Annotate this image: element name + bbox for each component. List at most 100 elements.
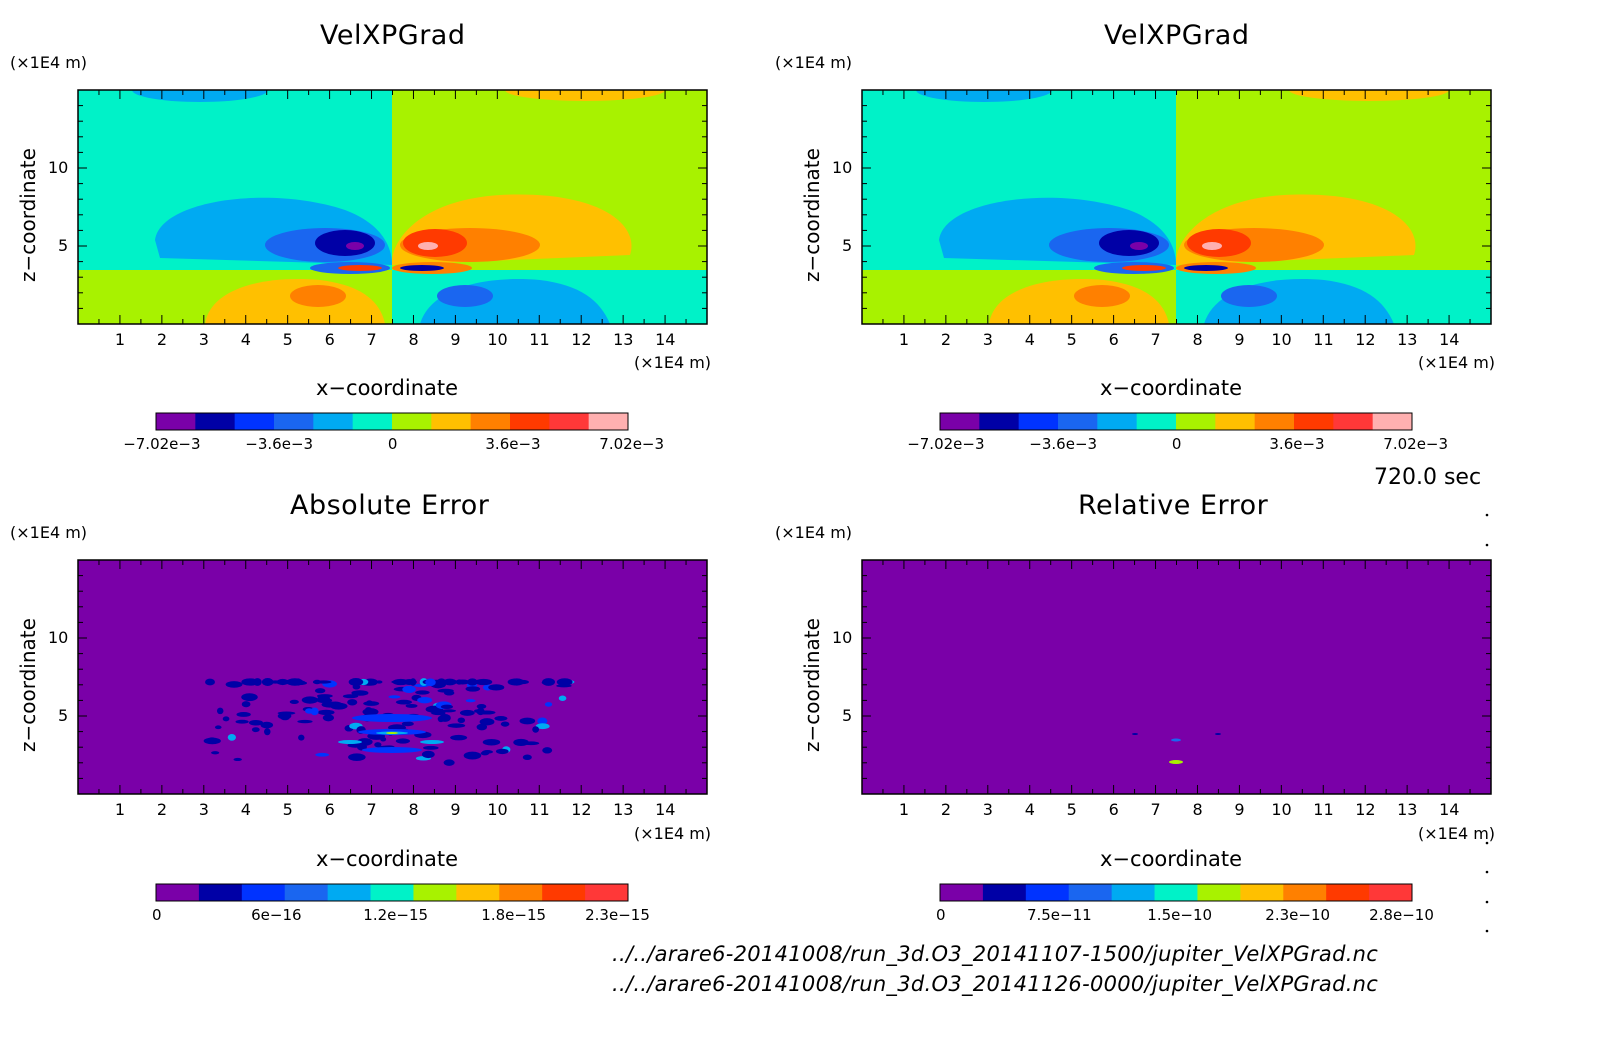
colorbar-label: 0 — [936, 906, 946, 924]
colorbar-label: 7.02e−3 — [1383, 435, 1449, 453]
x-tick-label: 5 — [1066, 800, 1077, 819]
z-tick-label: 10 — [48, 158, 69, 177]
z-axis-label-abs-error: z−coordinate — [16, 618, 40, 752]
error-blob — [480, 751, 490, 756]
colorbar-label: 1.2e−15 — [363, 906, 429, 924]
error-blob — [366, 700, 373, 705]
colorbar-frame — [155, 412, 629, 431]
x-tick-label: 9 — [450, 330, 461, 349]
x-tick-label: 5 — [282, 330, 293, 349]
error-blob — [447, 723, 466, 728]
error-blob — [395, 738, 411, 744]
error-blob — [544, 702, 553, 707]
x-axis-label-rel-error: x−coordinate — [1100, 847, 1243, 871]
z-tick-label: 5 — [58, 706, 69, 725]
error-blob — [297, 719, 313, 724]
error-blob — [316, 697, 333, 703]
x-axis-label-abs-error: x−coordinate — [316, 847, 459, 871]
z-unit-abs-error: (×1E4 m) — [10, 523, 88, 542]
error-blob — [214, 725, 222, 730]
colorbar-label: 0 — [387, 435, 398, 453]
x-tick-label: 5 — [282, 800, 293, 819]
z-tick-label: 5 — [58, 236, 69, 255]
x-tick-label: 2 — [156, 800, 168, 819]
error-blob — [241, 701, 251, 708]
colorbar-velx-right — [939, 412, 1413, 431]
colorbar-swatch — [313, 413, 354, 430]
x-tick-label: 6 — [324, 330, 335, 349]
error-blob — [441, 709, 457, 713]
error-blob — [402, 685, 416, 694]
error-blob — [476, 707, 485, 716]
error-blob — [494, 715, 508, 721]
x-tick-label: 1 — [114, 800, 126, 819]
velx-field-right — [862, 90, 1491, 324]
x-tick-label: 3 — [982, 800, 993, 819]
x-tick-label: 10 — [1271, 330, 1292, 349]
error-blob — [556, 678, 573, 686]
colorbar-swatch — [431, 413, 472, 430]
error-blob — [459, 709, 475, 716]
colorbar-label: 0 — [152, 906, 162, 924]
colorbar-label: 0 — [1171, 435, 1182, 453]
error-blob — [409, 680, 417, 684]
error-blob — [315, 752, 330, 757]
colorbar-swatch — [1333, 413, 1374, 430]
error-blob — [440, 704, 454, 710]
x-tick-label: 11 — [1313, 330, 1334, 349]
x-tick-label: 14 — [655, 330, 676, 349]
error-core — [420, 740, 444, 744]
colorbar-swatch — [156, 413, 196, 430]
z-tick-label: 10 — [832, 628, 853, 647]
error-blob — [535, 723, 550, 730]
error-blob — [467, 678, 478, 686]
error-blob — [251, 727, 260, 733]
x-tick-label: 11 — [1313, 800, 1334, 819]
error-blob — [365, 707, 372, 711]
axis-ticks-velx-left — [78, 90, 707, 324]
colorbar-label: 6e−16 — [251, 906, 302, 924]
error-blob — [260, 721, 274, 729]
error-blob — [301, 696, 319, 704]
error-blob — [235, 719, 249, 724]
x-tick-label: 2 — [940, 800, 952, 819]
colorbar-swatch — [352, 413, 393, 430]
colorbar-swatch — [499, 884, 543, 901]
z-axis-label-velx-right: z−coordinate — [800, 148, 824, 282]
error-blob — [457, 717, 466, 724]
colorbar-swatch — [1372, 413, 1413, 430]
error-blob — [365, 682, 377, 686]
colorbar-swatch — [456, 884, 500, 901]
x-tick-label: 4 — [1024, 800, 1035, 819]
colorbar-swatch — [585, 884, 629, 901]
x-tick-label: 7 — [1150, 800, 1161, 819]
x-unit-velx-left: (×1E4 m) — [634, 353, 712, 372]
error-blob — [225, 681, 243, 688]
colorbar-swatch — [1283, 884, 1327, 901]
error-blob — [342, 694, 359, 699]
error-blob — [391, 680, 407, 684]
colorbar-label: 1.8e−15 — [481, 906, 547, 924]
panel-title-abs-error: Absolute Error — [290, 490, 490, 521]
x-unit-abs-error: (×1E4 m) — [634, 824, 712, 843]
x-tick-label: 13 — [1397, 330, 1418, 349]
x-tick-label: 3 — [198, 330, 209, 349]
error-core — [362, 747, 422, 753]
z-tick-label: 10 — [832, 158, 853, 177]
x-tick-label: 5 — [1066, 330, 1077, 349]
x-unit-velx-right: (×1E4 m) — [1418, 353, 1496, 372]
z-unit-rel-error: (×1E4 m) — [775, 523, 853, 542]
x-tick-label: 12 — [571, 800, 592, 819]
colorbar-label: −7.02e−3 — [907, 435, 985, 453]
colorbar-swatch — [1025, 884, 1070, 901]
error-blob — [500, 721, 510, 727]
x-tick-label: 2 — [940, 330, 952, 349]
x-tick-label: 6 — [324, 800, 335, 819]
x-tick-label: 10 — [487, 800, 508, 819]
colorbar-swatch — [327, 884, 372, 901]
x-tick-label: 4 — [240, 330, 251, 349]
x-tick-label: 1 — [898, 800, 910, 819]
error-blob — [388, 695, 401, 699]
error-blob — [312, 679, 322, 685]
